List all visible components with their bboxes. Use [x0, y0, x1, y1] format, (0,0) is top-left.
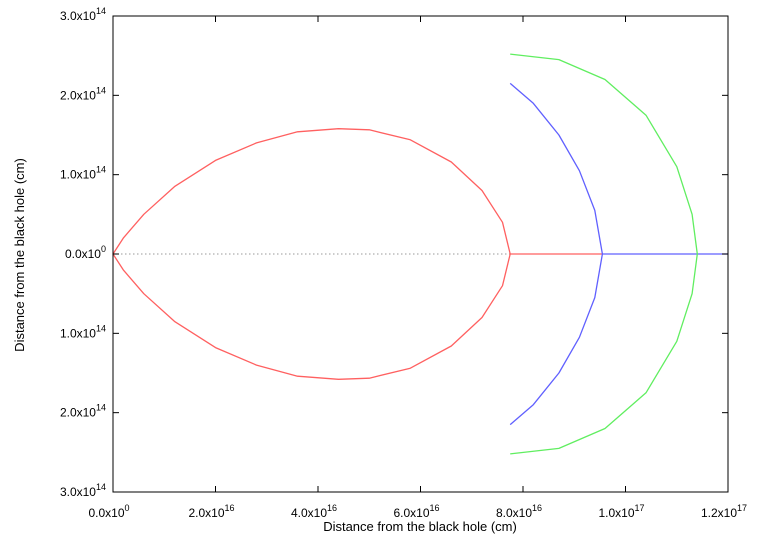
x-tick-label: 4.0x1016 — [291, 503, 337, 520]
x-tick-exponent: 0 — [125, 503, 130, 513]
x-tick-label: 1.0x1017 — [598, 503, 644, 520]
y-axis-ticks: 3.0x10142.0x10141.0x10140.0x1001.0x10142… — [60, 6, 728, 499]
y-tick-exponent: 14 — [96, 323, 106, 333]
x-tick-label: 6.0x1016 — [393, 503, 439, 520]
x-axis-title: Distance from the black hole (cm) — [323, 519, 517, 534]
x-tick-exponent: 17 — [635, 503, 645, 513]
y-tick-label: 0.0x100 — [65, 244, 106, 261]
x-tick-exponent: 17 — [737, 503, 747, 513]
y-tick-exponent: 14 — [96, 85, 106, 95]
y-tick-base: 3.0x10 — [60, 485, 96, 499]
y-tick-base: 3.0x10 — [60, 9, 96, 23]
y-tick-base: 1.0x10 — [60, 326, 96, 340]
y-tick-exponent: 14 — [96, 165, 106, 175]
y-tick-base: 1.0x10 — [60, 168, 96, 182]
y-tick-label: 2.0x1014 — [60, 85, 106, 102]
x-axis-ticks: 0.0x100 2.0x1016 4.0x1016 6.0x1016 8.0x1016 1… — [88, 16, 747, 520]
y-tick-label: 1.0x1014 — [60, 165, 106, 182]
x-tick-label: 2.0x1016 — [188, 503, 234, 520]
y-tick-label: 2.0x1014 — [60, 403, 106, 420]
x-tick-exponent: 16 — [327, 503, 337, 513]
y-tick-exponent: 14 — [96, 482, 106, 492]
y-tick-label: 1.0x1014 — [60, 323, 106, 340]
x-tick-exponent: 16 — [225, 503, 235, 513]
series-line-5 — [510, 53, 698, 455]
y-axis-title: Distance from the black hole (cm) — [12, 158, 27, 352]
y-tick-base: 2.0x10 — [60, 406, 96, 420]
y-tick-base: 2.0x10 — [60, 88, 96, 102]
y-tick-base: 0.0x10 — [65, 247, 101, 261]
x-tick-label: 1.2x1017 — [701, 503, 747, 520]
y-tick-label: 3.0x1014 — [60, 6, 106, 23]
x-tick-label: 0.0x100 — [88, 503, 129, 520]
y-tick-exponent: 14 — [96, 403, 106, 413]
x-tick-exponent: 16 — [532, 503, 542, 513]
y-tick-exponent: 0 — [101, 244, 106, 254]
x-tick-exponent: 16 — [430, 503, 440, 513]
x-tick-label: 8.0x1016 — [496, 503, 542, 520]
y-tick-label: 3.0x1014 — [60, 482, 106, 499]
y-tick-exponent: 14 — [96, 6, 106, 16]
series-line-1 — [112, 128, 511, 380]
